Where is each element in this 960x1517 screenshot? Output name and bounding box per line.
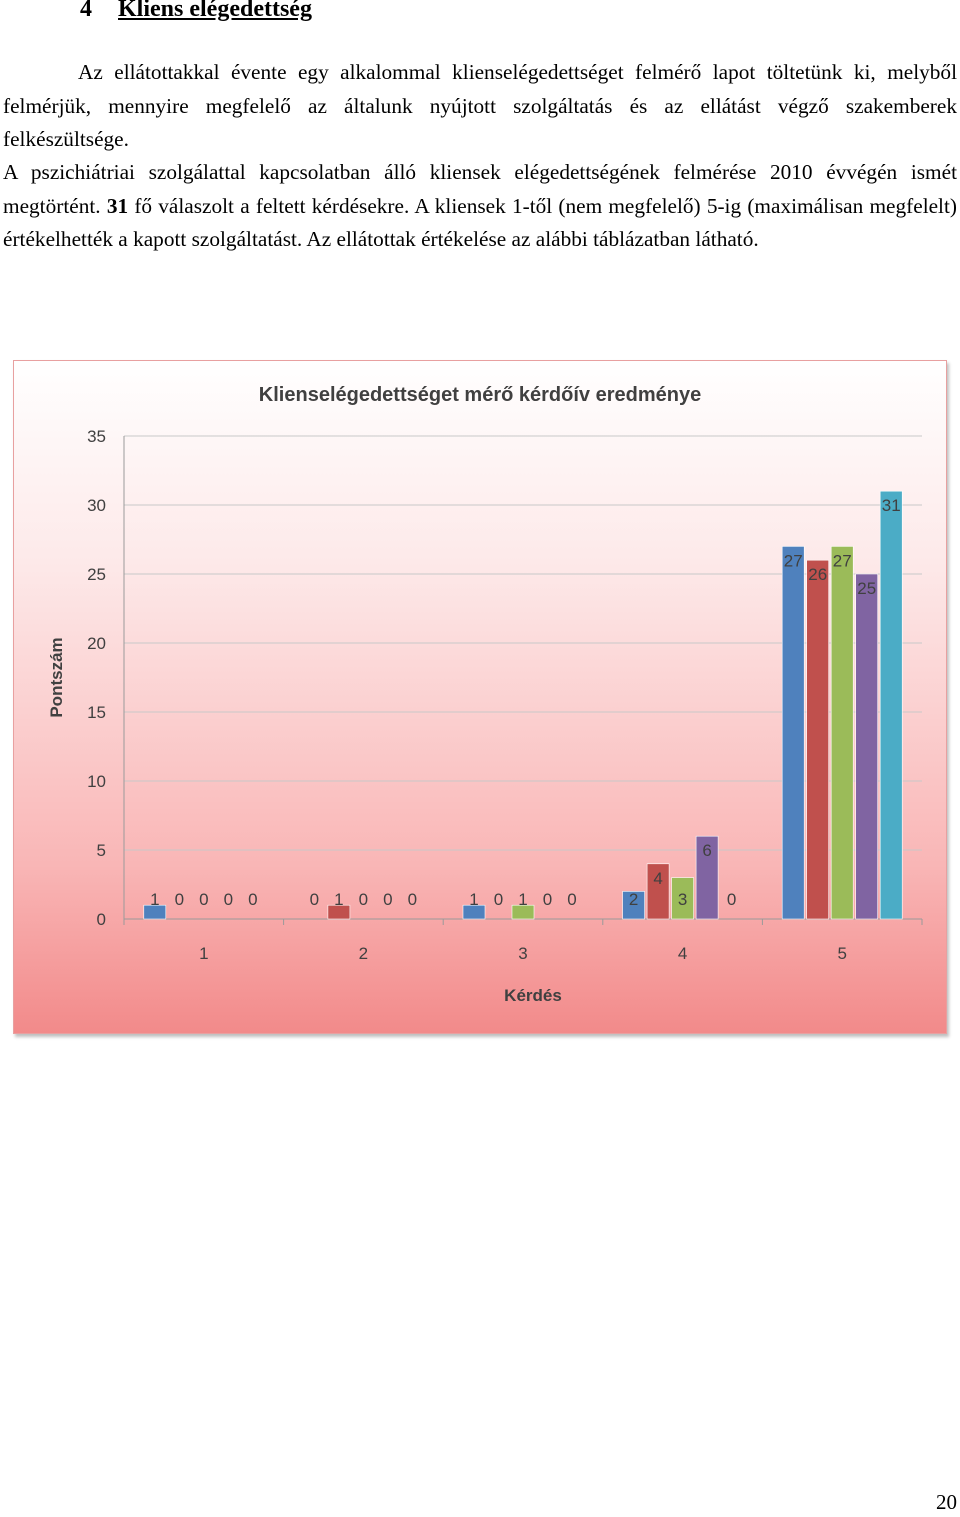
y-tick-label: 0	[97, 910, 106, 929]
data-label: 1	[469, 890, 478, 909]
data-label: 1	[518, 890, 527, 909]
bar	[511, 904, 535, 920]
x-tick-label: 5	[837, 944, 846, 963]
data-label: 0	[359, 890, 368, 909]
x-tick-label: 4	[678, 944, 687, 963]
data-label: 25	[857, 579, 876, 598]
y-tick-label: 10	[87, 772, 106, 791]
section-number: 4	[80, 0, 92, 22]
data-label: 0	[567, 890, 576, 909]
data-label: 0	[248, 890, 257, 909]
intro-paragraph: Az ellátottakkal évente egy alkalommal k…	[3, 56, 957, 157]
data-label: 27	[784, 551, 803, 570]
data-label: 0	[383, 890, 392, 909]
bar	[462, 904, 486, 920]
bar	[327, 904, 351, 920]
data-label: 4	[653, 869, 662, 888]
y-tick-label: 5	[97, 841, 106, 860]
y-tick-label: 15	[87, 703, 106, 722]
bar	[143, 904, 167, 920]
data-label: 0	[408, 890, 417, 909]
data-label: 6	[702, 841, 711, 860]
bar	[671, 877, 694, 920]
x-tick-label: 1	[199, 944, 208, 963]
bar	[879, 490, 903, 920]
bar	[830, 546, 854, 920]
y-axis-label: Pontszám	[47, 637, 66, 717]
y-tick-label: 30	[87, 496, 106, 515]
data-label: 0	[727, 890, 736, 909]
data-label: 31	[882, 496, 901, 515]
bar	[622, 891, 645, 920]
survey-paragraph-after: fő válaszolt a feltett kérdésekre. A kli…	[3, 193, 957, 252]
data-label: 26	[808, 565, 827, 584]
bar	[781, 546, 805, 920]
data-label: 2	[629, 890, 638, 909]
chart-title: Klienselégedettséget mérő kérdőív eredmé…	[259, 384, 701, 406]
data-label: 3	[678, 890, 687, 909]
data-label: 0	[175, 890, 184, 909]
survey-paragraph: A pszichiátriai szolgálattal kapcsolatba…	[3, 156, 957, 257]
bar	[646, 863, 670, 920]
section-heading: 4 Kliens elégedettség	[80, 0, 312, 23]
bar	[806, 559, 830, 920]
y-tick-label: 35	[87, 427, 106, 446]
page-number: 20	[936, 1490, 957, 1514]
respondent-count: 31	[106, 193, 129, 218]
survey-paragraph-before: A pszichiátriai szolgálattal kapcsolatba…	[3, 160, 957, 218]
data-label: 1	[150, 890, 159, 909]
data-label: 27	[833, 551, 852, 570]
section-title: Kliens elégedettség	[118, 0, 312, 22]
data-label: 0	[494, 890, 503, 909]
intro-paragraph-text: Az ellátottakkal évente egy alkalommal k…	[3, 60, 957, 151]
data-label: 1	[334, 890, 343, 909]
satisfaction-chart: 0 5 10 15 20 25 30 35 1 0 0 0 0 1 0 1 0 0 0 2 1 0 1 0 0 3 2 4 3 6 0 4 27…	[13, 360, 947, 1034]
x-axis-label: Kérdés	[504, 986, 562, 1005]
x-tick-label: 2	[359, 944, 368, 963]
y-tick-label: 20	[87, 634, 106, 653]
y-tick-label: 25	[87, 565, 106, 584]
data-label: 0	[224, 890, 233, 909]
data-label: 0	[310, 890, 319, 909]
bar	[855, 573, 879, 920]
x-tick-label: 3	[518, 944, 527, 963]
data-label: 0	[543, 890, 552, 909]
bar	[695, 835, 719, 920]
data-label: 0	[199, 890, 208, 909]
